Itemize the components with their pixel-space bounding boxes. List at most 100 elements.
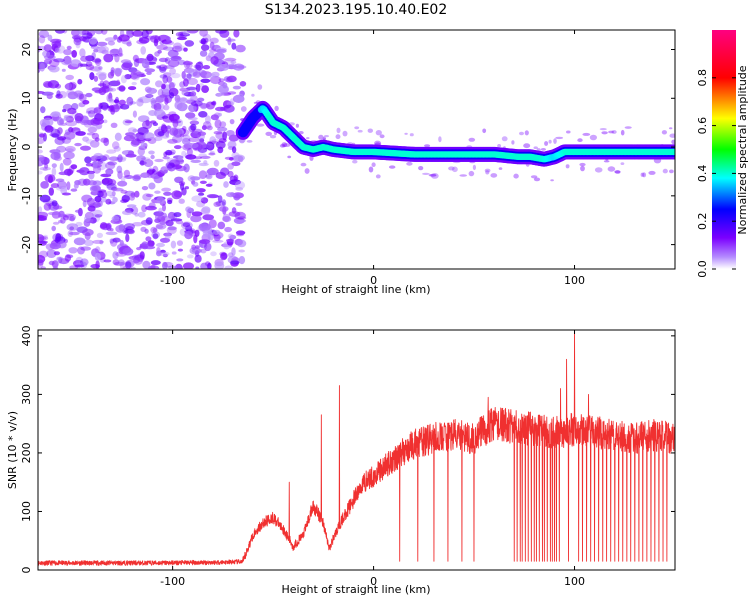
noise-cell [511, 140, 515, 145]
noise-cell [300, 162, 307, 167]
noise-cell [89, 72, 95, 81]
noise-cell [132, 54, 139, 62]
noise-cell [199, 83, 204, 88]
noise-cell [207, 262, 212, 269]
noise-cell [190, 214, 202, 223]
noise-cell [217, 112, 222, 117]
noise-cell [620, 129, 625, 136]
noise-cell [103, 84, 112, 89]
noise-cell [146, 53, 154, 62]
noise-cell [171, 45, 183, 53]
noise-cell [84, 215, 91, 223]
noise-cell [544, 141, 549, 146]
noise-cell [182, 262, 195, 269]
noise-cell [281, 142, 288, 148]
noise-cell [44, 125, 54, 133]
noise-cell [94, 195, 102, 203]
noise-cell [154, 190, 161, 194]
noise-cell [162, 253, 168, 258]
noise-cell [206, 125, 213, 131]
noise-cell [112, 141, 120, 150]
noise-cell [62, 215, 69, 221]
y-tick-label: 400 [20, 325, 33, 346]
noise-cell [80, 145, 91, 151]
noise-cell [190, 91, 197, 97]
noise-cell [69, 217, 75, 221]
noise-cell [59, 162, 64, 172]
noise-cell [141, 204, 148, 213]
noise-cell [196, 188, 206, 193]
noise-cell [117, 52, 124, 57]
noise-cell [485, 170, 490, 175]
noise-cell [93, 75, 99, 82]
noise-cell [194, 141, 207, 150]
noise-cell [182, 222, 191, 227]
noise-cell [55, 233, 62, 242]
noise-cell [86, 132, 96, 136]
noise-cell [409, 133, 414, 137]
noise-cell [233, 30, 240, 38]
noise-cell [73, 182, 79, 189]
noise-cell [195, 61, 204, 71]
noise-cell [163, 191, 172, 196]
noise-cell [117, 154, 123, 163]
noise-cell [150, 154, 155, 160]
noise-cell [213, 159, 220, 167]
y-tick-label: 10 [20, 91, 33, 105]
noise-cell [468, 137, 476, 142]
noise-cell [169, 127, 179, 136]
noise-cell [167, 139, 178, 144]
noise-cell [139, 251, 145, 260]
noise-cell [530, 175, 538, 179]
noise-cell [80, 258, 89, 266]
noise-cell [113, 145, 121, 152]
noise-cell [48, 65, 60, 73]
noise-cell [68, 127, 74, 133]
noise-cell [109, 104, 114, 111]
noise-cell [171, 251, 177, 255]
noise-cell [170, 240, 177, 249]
noise-cell [188, 68, 198, 77]
noise-cell [38, 250, 49, 258]
noise-cell [161, 212, 167, 219]
noise-cell [624, 126, 632, 129]
noise-cell [201, 44, 210, 51]
noise-cell [100, 191, 108, 199]
noise-cell [82, 100, 90, 105]
noise-cell [418, 166, 424, 171]
noise-cell [71, 103, 79, 110]
noise-cell [198, 192, 205, 196]
noise-cell [92, 201, 101, 208]
noise-cell [342, 130, 348, 137]
noise-cell [143, 159, 154, 168]
noise-cell [202, 229, 213, 237]
colorbar: 0.0 0.2 0.4 0.6 0.8 Normalized spectral ampl… [696, 30, 749, 278]
noise-cell [156, 65, 162, 69]
noise-cell [75, 41, 81, 49]
noise-cell [224, 57, 237, 62]
noise-cell [124, 190, 135, 196]
y-tick-label: -10 [20, 187, 33, 205]
noise-cell [230, 60, 237, 65]
noise-cell [224, 226, 233, 233]
noise-cell [229, 234, 237, 240]
noise-cell [83, 239, 94, 246]
noise-cell [171, 190, 182, 200]
noise-cell [137, 147, 145, 156]
noise-cell [124, 120, 133, 124]
noise-cell [134, 190, 140, 198]
noise-cell [95, 260, 100, 269]
noise-cell [206, 141, 215, 151]
noise-cell [152, 122, 158, 126]
noise-cell [194, 156, 203, 160]
noise-cell [215, 30, 227, 34]
noise-cell [141, 59, 150, 69]
noise-cell [122, 210, 133, 216]
noise-cell [118, 34, 130, 42]
noise-cell [230, 260, 240, 265]
noise-cell [159, 66, 167, 73]
noise-cell [190, 123, 197, 131]
noise-cell [205, 174, 211, 178]
noise-cell [231, 42, 237, 50]
noise-cell [201, 125, 207, 131]
